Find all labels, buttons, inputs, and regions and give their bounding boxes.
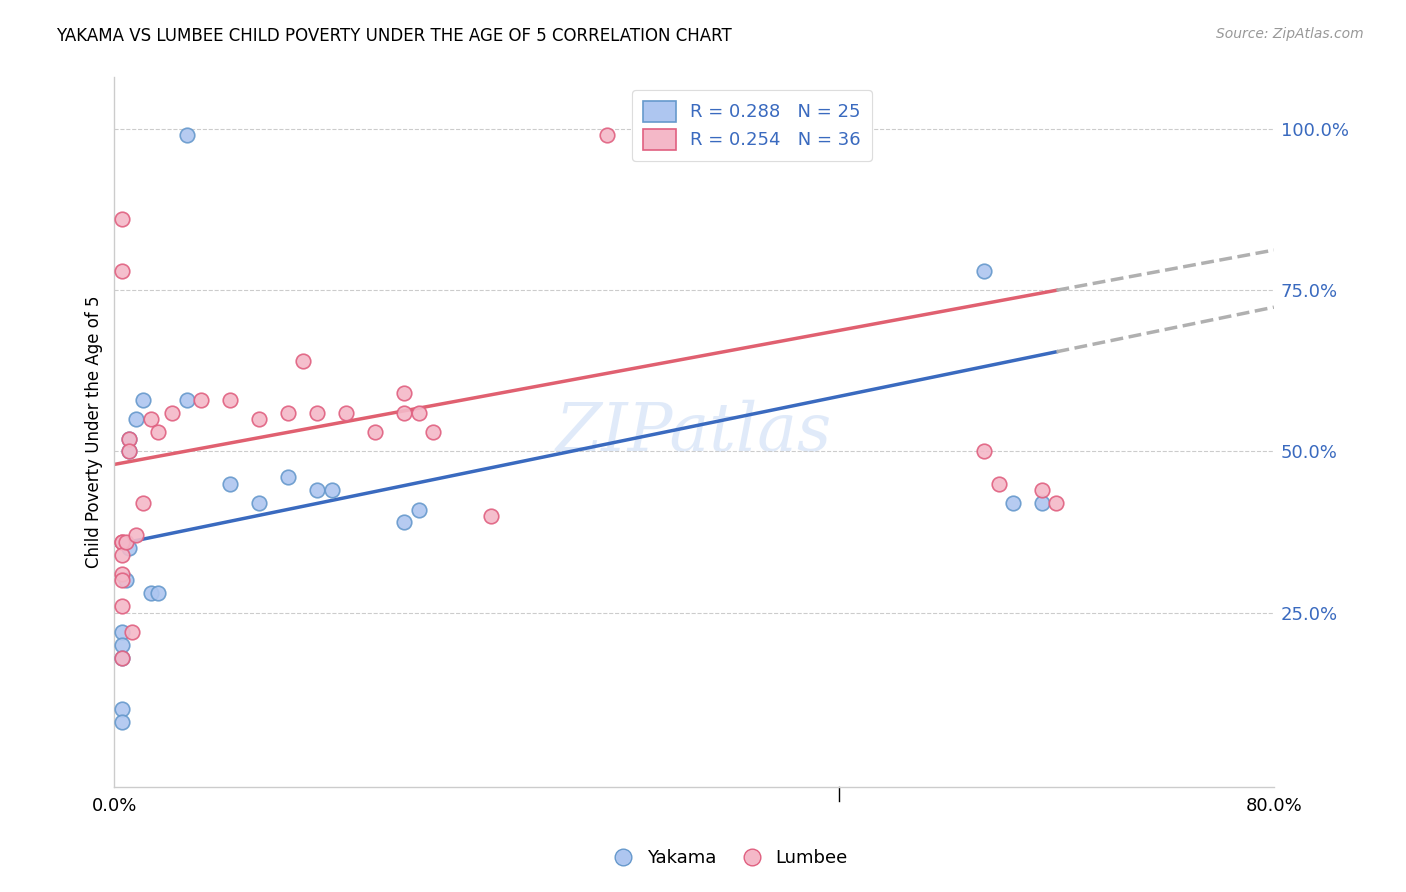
Point <box>219 392 242 407</box>
Point <box>422 425 444 439</box>
Point <box>596 128 619 143</box>
Point <box>1031 496 1053 510</box>
Point <box>111 599 134 614</box>
Text: Source: ZipAtlas.com: Source: ZipAtlas.com <box>1216 27 1364 41</box>
Point <box>118 432 141 446</box>
Point <box>111 534 134 549</box>
Point <box>125 528 148 542</box>
Point <box>111 625 134 640</box>
Point <box>176 392 198 407</box>
Point <box>479 508 502 523</box>
Point <box>394 386 416 401</box>
Point <box>111 548 134 562</box>
Point <box>125 412 148 426</box>
Point <box>408 502 430 516</box>
Point <box>277 406 299 420</box>
Point <box>121 625 143 640</box>
Point <box>408 406 430 420</box>
Point <box>146 425 169 439</box>
Point <box>146 586 169 600</box>
Point <box>973 444 995 458</box>
Point <box>219 476 242 491</box>
Point <box>111 651 134 665</box>
Point <box>1001 496 1024 510</box>
Point <box>118 444 141 458</box>
Point <box>973 264 995 278</box>
Point <box>139 586 162 600</box>
Point <box>335 406 357 420</box>
Point <box>111 702 134 716</box>
Point <box>111 638 134 652</box>
Text: ZIPatlas: ZIPatlas <box>555 400 832 465</box>
Point <box>307 406 329 420</box>
Point <box>115 574 138 588</box>
Y-axis label: Child Poverty Under the Age of 5: Child Poverty Under the Age of 5 <box>86 296 103 568</box>
Point <box>132 392 155 407</box>
Point <box>291 354 314 368</box>
Point <box>118 432 141 446</box>
Text: YAKAMA VS LUMBEE CHILD POVERTY UNDER THE AGE OF 5 CORRELATION CHART: YAKAMA VS LUMBEE CHILD POVERTY UNDER THE… <box>56 27 733 45</box>
Point <box>111 264 134 278</box>
Point <box>247 496 270 510</box>
Point <box>176 128 198 143</box>
Point <box>394 516 416 530</box>
Point <box>394 406 416 420</box>
Point <box>277 470 299 484</box>
Point <box>111 651 134 665</box>
Legend: R = 0.288   N = 25, R = 0.254   N = 36: R = 0.288 N = 25, R = 0.254 N = 36 <box>633 90 872 161</box>
Point <box>1045 496 1067 510</box>
Point <box>162 406 184 420</box>
Legend: Yakama, Lumbee: Yakama, Lumbee <box>607 842 855 874</box>
Point <box>111 212 134 227</box>
Point <box>118 444 141 458</box>
Point <box>111 715 134 730</box>
Point <box>1031 483 1053 498</box>
Point <box>115 534 138 549</box>
Point <box>118 541 141 556</box>
Point <box>190 392 212 407</box>
Point <box>132 496 155 510</box>
Point <box>111 534 134 549</box>
Point <box>321 483 343 498</box>
Point <box>364 425 387 439</box>
Point <box>247 412 270 426</box>
Point <box>111 567 134 582</box>
Point <box>987 476 1010 491</box>
Point <box>139 412 162 426</box>
Point <box>111 574 134 588</box>
Point <box>307 483 329 498</box>
